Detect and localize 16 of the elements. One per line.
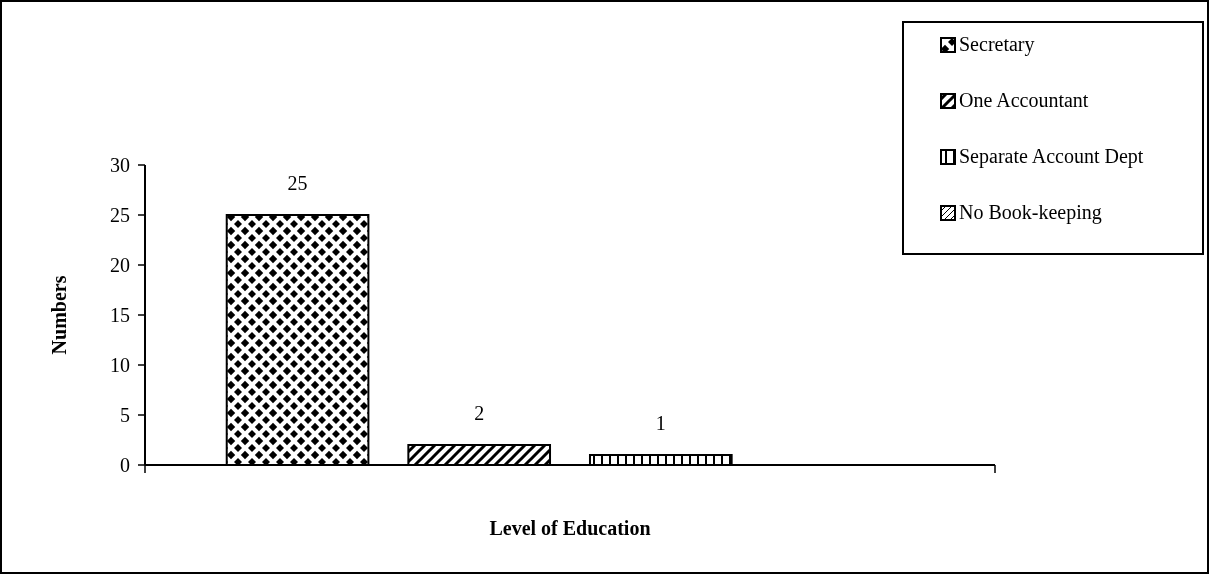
y-tick-label: 10 <box>110 354 130 376</box>
y-axis-title: Numbers <box>48 275 70 355</box>
legend-label: Separate Account Dept <box>959 145 1144 168</box>
data-label: 1 <box>655 412 666 434</box>
y-tick-label: 20 <box>110 254 130 276</box>
legend-label: One Accountant <box>959 89 1089 111</box>
y-tick-label: 30 <box>110 154 130 176</box>
data-label: 2 <box>474 402 485 424</box>
y-tick-label: 15 <box>110 304 130 326</box>
y-tick-label: 5 <box>120 404 130 426</box>
y-tick-label: 0 <box>120 454 130 476</box>
y-tick-label: 25 <box>110 204 130 226</box>
legend-label: Secretary <box>959 33 1035 56</box>
legend-label: No Book-keeping <box>959 201 1102 224</box>
data-label: 25 <box>287 172 308 194</box>
x-axis-title: Level of Education <box>489 517 651 539</box>
